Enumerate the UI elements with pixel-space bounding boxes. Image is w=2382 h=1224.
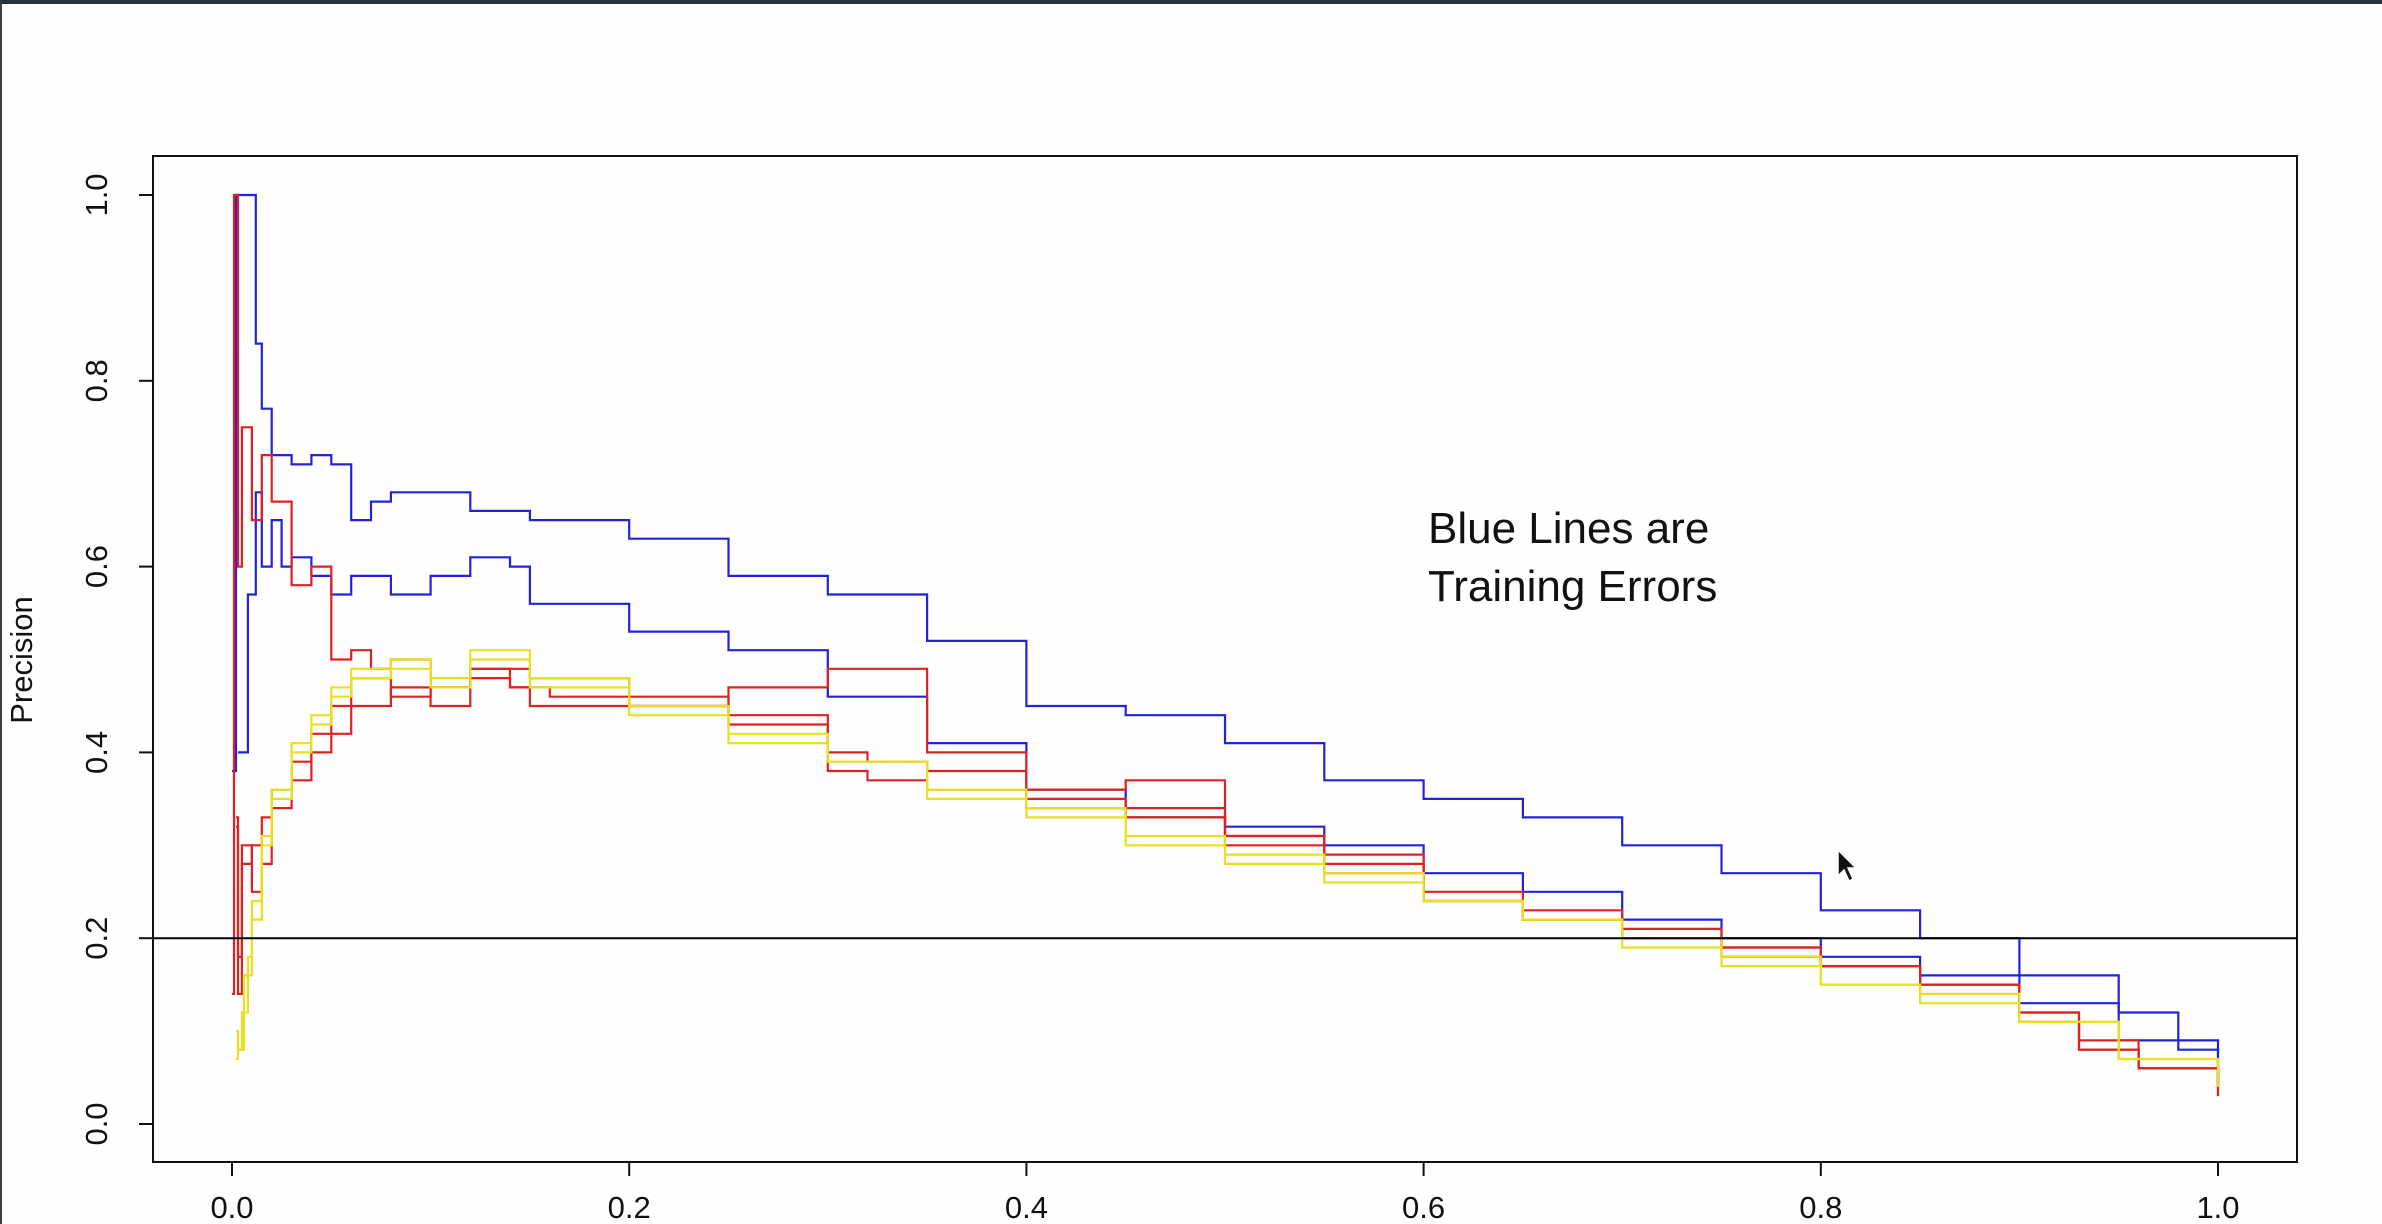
x-tick-label: 0.2 — [608, 1190, 651, 1224]
y-tick-label: 0.8 — [79, 359, 114, 402]
annotation: Blue Lines are Training Errors — [1428, 504, 1722, 611]
annotation-line-1: Blue Lines are — [1428, 504, 1709, 553]
series-line-7 — [236, 658, 2220, 1087]
y-axis-label: Precision — [4, 596, 39, 724]
x-tick-label: 0.6 — [1402, 1190, 1445, 1224]
series-line-1 — [232, 193, 2220, 1087]
y-tick-label: 0.6 — [79, 545, 114, 588]
y-tick-label: 1.0 — [79, 173, 114, 216]
series-layer — [232, 193, 2220, 1097]
ticks-layer: 0.0 0.2 0.4 0.6 0.8 1.0 0.0 0.2 0.4 0.6 0.8 1.0 — [79, 173, 2240, 1224]
mouse-cursor-icon — [1837, 848, 1858, 883]
y-tick-label: 0.0 — [79, 1102, 114, 1145]
series-line-4 — [236, 677, 2220, 1097]
x-tick-label: 0.8 — [1799, 1190, 1842, 1224]
x-tick-label: 1.0 — [2196, 1190, 2239, 1224]
y-tick-label: 0.2 — [79, 917, 114, 960]
annotation-line-2: Training Errors — [1428, 562, 1717, 611]
series-line-6 — [236, 649, 2220, 1087]
x-tick-label: 0.0 — [210, 1190, 253, 1224]
x-tick-label: 0.4 — [1005, 1190, 1048, 1224]
series-line-5 — [236, 667, 2220, 1087]
y-tick-label: 0.4 — [79, 731, 114, 774]
